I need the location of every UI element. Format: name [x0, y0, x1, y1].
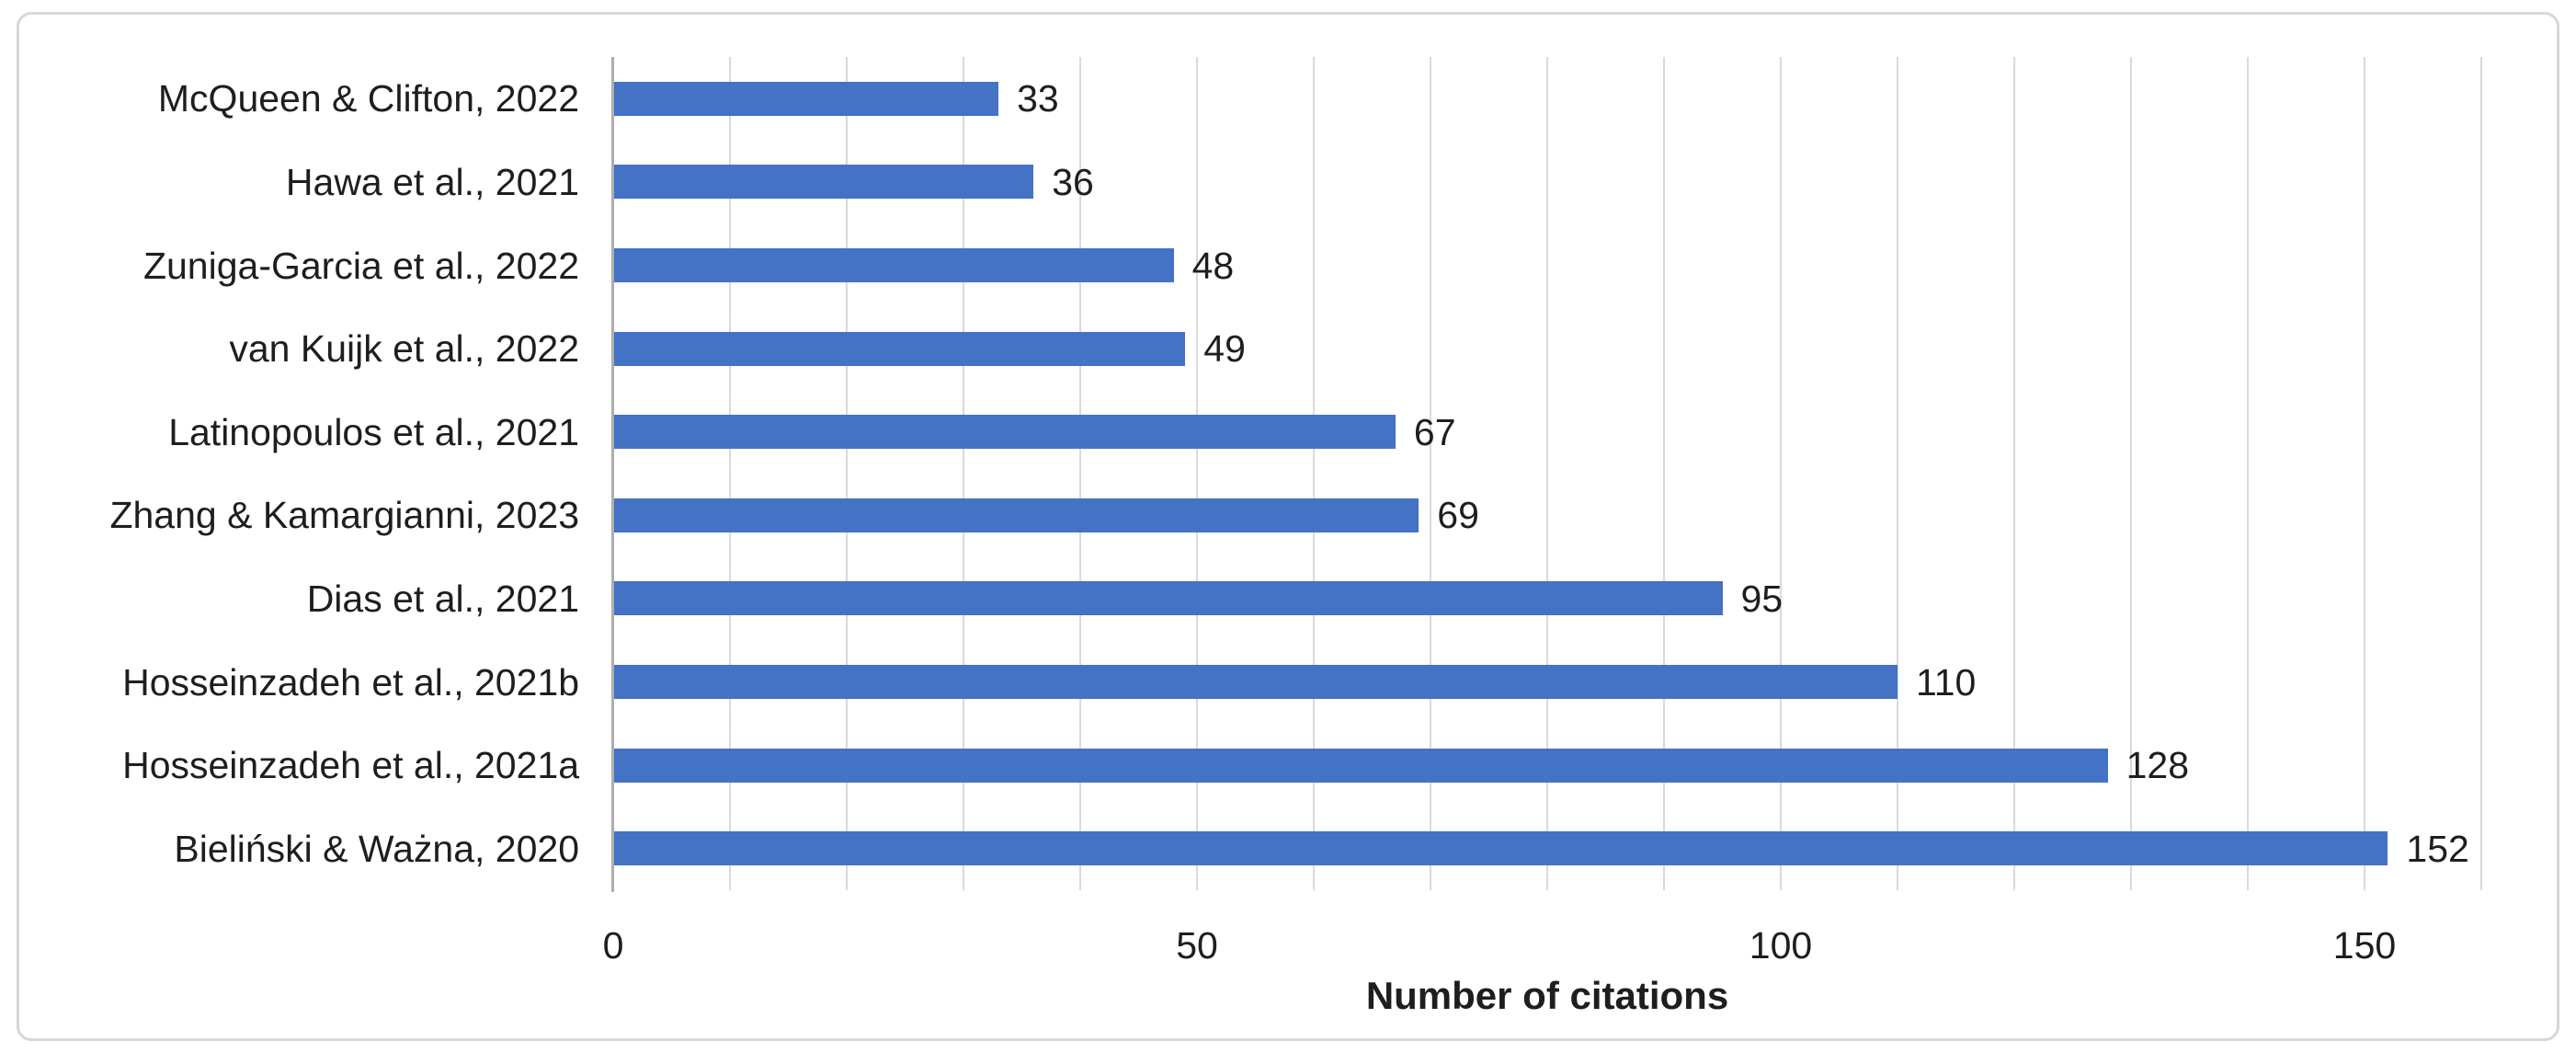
category-label: McQueen & Clifton, 2022	[157, 77, 579, 120]
bar	[613, 748, 2108, 783]
category-label: Hawa et al., 2021	[285, 160, 579, 203]
gridline	[2130, 57, 2132, 890]
gridline	[729, 57, 731, 890]
bar	[613, 81, 999, 116]
gridline	[1313, 57, 1315, 890]
x-tick-label: 100	[1749, 924, 1813, 967]
gridline	[1897, 57, 1898, 890]
category-label: van Kuijk et al., 2022	[229, 327, 579, 371]
category-label: Hosseinzadeh et al., 2021b	[122, 660, 579, 704]
x-tick-label: 0	[602, 924, 624, 967]
category-label: Hosseinzadeh et al., 2021a	[122, 744, 579, 787]
category-label: Zuniga-Garcia et al., 2022	[142, 244, 579, 287]
value-label: 67	[1413, 410, 1456, 453]
bar	[613, 415, 1396, 450]
value-label: 69	[1437, 494, 1479, 537]
bar	[613, 165, 1034, 200]
gridline	[1196, 57, 1198, 890]
bar	[613, 331, 1186, 366]
gridline	[2013, 57, 2015, 890]
value-label: 49	[1203, 327, 1246, 371]
value-label: 128	[2126, 744, 2190, 787]
bar	[613, 581, 1723, 616]
category-label: Bieliński & Ważna, 2020	[174, 827, 579, 870]
gridline	[1079, 57, 1081, 890]
x-tick-label: 150	[2332, 924, 2397, 967]
x-tick-label: 50	[1176, 924, 1218, 967]
value-label: 48	[1191, 244, 1235, 287]
value-label: 95	[1740, 577, 1784, 620]
bar	[613, 248, 1174, 282]
value-label: 33	[1017, 77, 1059, 120]
value-label: 110	[1916, 660, 1977, 704]
category-axis-line	[611, 57, 614, 892]
category-label: Latinopoulos et al., 2021	[168, 410, 579, 453]
gridline	[846, 57, 848, 890]
gridline	[1663, 57, 1665, 890]
value-label: 152	[2406, 827, 2469, 870]
gridline	[1780, 57, 1782, 890]
x-axis-title: Number of citations	[1365, 974, 1729, 1017]
gridline	[963, 57, 964, 890]
value-label: 36	[1052, 160, 1094, 203]
gridline	[2364, 57, 2365, 890]
bar	[613, 831, 2388, 866]
gridline	[1546, 57, 1548, 890]
category-label: Zhang & Kamargianni, 2023	[109, 494, 579, 537]
bar	[613, 498, 1419, 532]
category-label: Dias et al., 2021	[306, 577, 579, 620]
gridline	[2480, 57, 2482, 890]
gridline	[1430, 57, 1431, 890]
gridline	[2247, 57, 2249, 890]
plot-area: 33 36 48 49 67 69 95 110 128 152	[613, 57, 2482, 890]
bar	[613, 665, 1898, 699]
